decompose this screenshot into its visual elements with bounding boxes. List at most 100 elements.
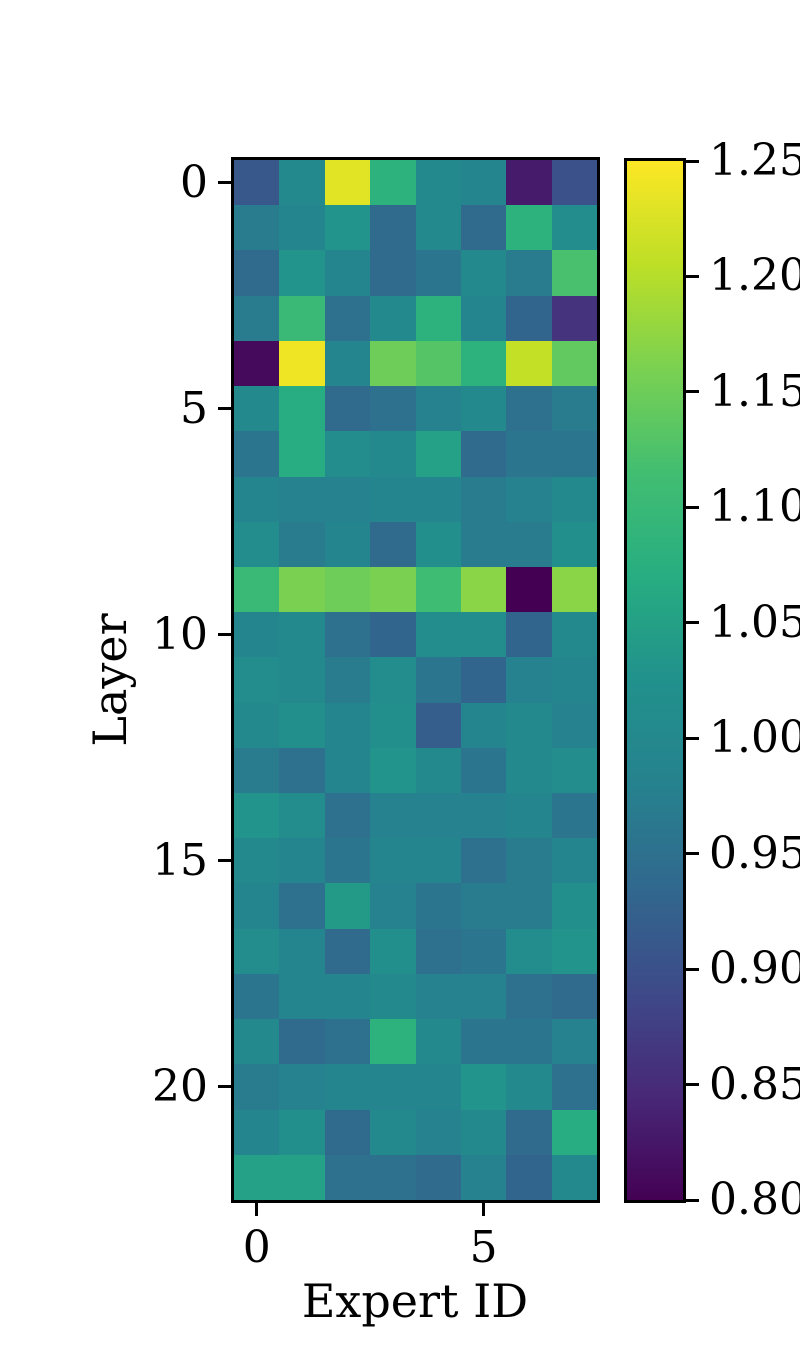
heatmap-cell-r5c3 <box>370 386 416 432</box>
heatmap-cell-r4c7 <box>551 340 597 387</box>
heatmap-cell-r19c6 <box>506 1019 552 1065</box>
heatmap-cell-r4c3 <box>370 340 416 387</box>
heatmap-cell-r12c4 <box>415 702 461 748</box>
heatmap-cell-r22c2 <box>324 1154 371 1200</box>
heatmap-cell-r10c2 <box>324 612 371 658</box>
heatmap-cell-r3c1 <box>279 295 325 341</box>
heatmap-cell-r5c7 <box>551 386 597 432</box>
heatmap-cell-r9c2 <box>324 566 371 613</box>
heatmap-cell-r1c1 <box>279 205 325 251</box>
colorbar-tick-label: 0.95 <box>709 827 800 879</box>
heatmap-cell-r11c2 <box>324 657 371 703</box>
heatmap-cell-r13c4 <box>415 747 461 794</box>
heatmap-cell-r7c2 <box>324 476 371 522</box>
colorbar-tick-mark <box>686 967 699 971</box>
y-tick-mark <box>218 1085 231 1089</box>
heatmap-cell-r3c0 <box>234 295 280 341</box>
heatmap-cell-r13c2 <box>324 747 371 794</box>
heatmap-cell-r1c6 <box>506 205 552 251</box>
heatmap-cell-r18c1 <box>279 973 325 1020</box>
heatmap-cell-r17c5 <box>460 928 507 974</box>
heatmap-cell-r18c5 <box>460 973 507 1020</box>
heatmap-cell-r14c6 <box>506 793 552 839</box>
heatmap-cell-r16c2 <box>324 883 371 929</box>
heatmap-cell-r18c6 <box>506 973 552 1020</box>
heatmap-cell-r8c5 <box>460 521 507 567</box>
heatmap-cell-r19c7 <box>551 1019 597 1065</box>
heatmap-cell-r13c0 <box>234 747 280 794</box>
heatmap-cell-r8c7 <box>551 521 597 567</box>
colorbar-tick-label: 1.15 <box>709 365 800 417</box>
heatmap-cell-r17c3 <box>370 928 416 974</box>
heatmap-cell-r10c4 <box>415 612 461 658</box>
heatmap-cell-r8c2 <box>324 521 371 567</box>
heatmap-cell-r9c0 <box>234 566 280 613</box>
colorbar-tick-mark <box>686 505 699 509</box>
colorbar-tick-label: 1.25 <box>709 135 800 186</box>
heatmap-cell-r10c5 <box>460 612 507 658</box>
heatmap-cell-r10c0 <box>234 612 280 658</box>
heatmap-cell-r10c7 <box>551 612 597 658</box>
heatmap-cell-r22c1 <box>279 1154 325 1200</box>
heatmap-cell-r0c3 <box>370 160 416 206</box>
y-tick-label: 15 <box>152 834 208 886</box>
heatmap-cell-r19c1 <box>279 1019 325 1065</box>
heatmap-cell-r21c2 <box>324 1109 371 1155</box>
heatmap-cell-r18c4 <box>415 973 461 1020</box>
colorbar-tick-mark <box>686 159 699 163</box>
heatmap-cell-r9c1 <box>279 566 325 613</box>
heatmap-cell-r14c7 <box>551 793 597 839</box>
y-tick-label: 20 <box>152 1060 208 1112</box>
heatmap-cell-r14c3 <box>370 793 416 839</box>
heatmap-cell-r14c4 <box>415 793 461 839</box>
heatmap-cell-r1c4 <box>415 205 461 251</box>
heatmap-cell-r5c1 <box>279 386 325 432</box>
heatmap-cell-r20c2 <box>324 1064 371 1110</box>
heatmap-cell-r3c2 <box>324 295 371 341</box>
heatmap-cell-r16c6 <box>506 883 552 929</box>
heatmap-cell-r4c5 <box>460 340 507 387</box>
heatmap-cell-r17c0 <box>234 928 280 974</box>
heatmap-cell-r0c6 <box>506 160 552 206</box>
heatmap-cell-r21c1 <box>279 1109 325 1155</box>
heatmap-cell-r21c4 <box>415 1109 461 1155</box>
heatmap-cell-r18c3 <box>370 973 416 1020</box>
heatmap-cell-r11c6 <box>506 657 552 703</box>
heatmap-cell-r15c0 <box>234 838 280 884</box>
heatmap-cell-r0c1 <box>279 160 325 206</box>
heatmap-cell-r3c4 <box>415 295 461 341</box>
heatmap-cell-r15c1 <box>279 838 325 884</box>
heatmap-cell-r15c5 <box>460 838 507 884</box>
heatmap-cell-r2c1 <box>279 250 325 296</box>
heatmap-cell-r5c0 <box>234 386 280 432</box>
heatmap-cell-r19c2 <box>324 1019 371 1065</box>
heatmap-cell-r13c1 <box>279 747 325 794</box>
heatmap-cell-r12c5 <box>460 702 507 748</box>
y-tick-mark <box>218 407 231 411</box>
heatmap-cell-r5c6 <box>506 386 552 432</box>
heatmap-cell-r6c3 <box>370 431 416 477</box>
heatmap-cell-r19c0 <box>234 1019 280 1065</box>
y-tick-label: 0 <box>180 156 208 208</box>
colorbar-tick-mark <box>686 1083 699 1087</box>
heatmap-cell-r21c6 <box>506 1109 552 1155</box>
heatmap-cell-r8c0 <box>234 521 280 567</box>
heatmap-cell-r20c4 <box>415 1064 461 1110</box>
heatmap-cell-r9c7 <box>551 566 597 613</box>
heatmap-cell-r14c2 <box>324 793 371 839</box>
heatmap-cell-r22c7 <box>551 1154 597 1200</box>
heatmap-cell-r6c5 <box>460 431 507 477</box>
heatmap-cell-r16c7 <box>551 883 597 929</box>
heatmap-cell-r11c4 <box>415 657 461 703</box>
heatmap-cell-r5c5 <box>460 386 507 432</box>
heatmap-cell-r22c5 <box>460 1154 507 1200</box>
heatmap-cell-r17c2 <box>324 928 371 974</box>
y-axis-label: Layer <box>83 613 137 747</box>
heatmap-cell-r22c4 <box>415 1154 461 1200</box>
heatmap-cell-r0c0 <box>234 160 280 206</box>
heatmap-cell-r7c4 <box>415 476 461 522</box>
heatmap-cell-r16c3 <box>370 883 416 929</box>
heatmap-cell-r20c0 <box>234 1064 280 1110</box>
x-tick-label: 0 <box>242 1222 271 1273</box>
heatmap-cell-r2c3 <box>370 250 416 296</box>
